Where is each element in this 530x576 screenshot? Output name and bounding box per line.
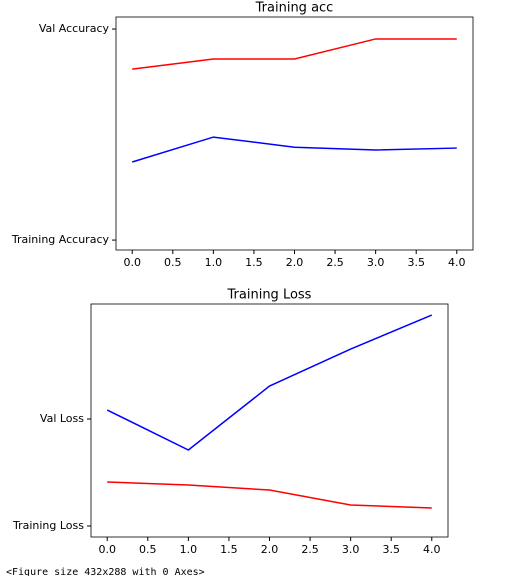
x-tick-label: 3.0: [367, 256, 385, 269]
x-tick-label: 1.0: [180, 543, 198, 556]
plot-frame: [90, 303, 449, 538]
x-tick-label: 0.5: [139, 543, 157, 556]
x-tick-label: 4.0: [448, 256, 466, 269]
line-series: [106, 314, 433, 451]
x-tick-label: 3.5: [382, 543, 400, 556]
x-tick-label: 1.0: [205, 256, 223, 269]
plot-frame: [115, 16, 474, 251]
x-tick-label: 4.0: [423, 543, 441, 556]
chart-title: Training acc: [255, 1, 334, 16]
chart-title: Training Loss: [227, 288, 312, 303]
line-series: [132, 136, 457, 163]
x-tick-label: 0.0: [98, 543, 116, 556]
y-tick-label: Training Accuracy: [11, 233, 110, 246]
x-tick-label: 1.5: [245, 256, 263, 269]
x-tick-label: 2.0: [261, 543, 279, 556]
x-tick-label: 2.5: [326, 256, 344, 269]
x-tick-label: 3.5: [407, 256, 425, 269]
y-tick-label: Val Loss: [40, 412, 84, 425]
y-tick-label: Training Loss: [12, 519, 84, 532]
x-tick-label: 0.5: [164, 256, 182, 269]
figure-footer: <Figure size 432x288 with 0 Axes>: [6, 567, 205, 576]
line-series: [107, 481, 432, 509]
line-series: [132, 38, 457, 70]
x-tick-label: 3.0: [342, 543, 360, 556]
x-tick-label: 1.5: [220, 543, 238, 556]
x-tick-label: 2.5: [301, 543, 319, 556]
x-tick-label: 2.0: [286, 256, 304, 269]
y-tick-label: Val Accuracy: [39, 22, 110, 35]
x-tick-label: 0.0: [123, 256, 141, 269]
